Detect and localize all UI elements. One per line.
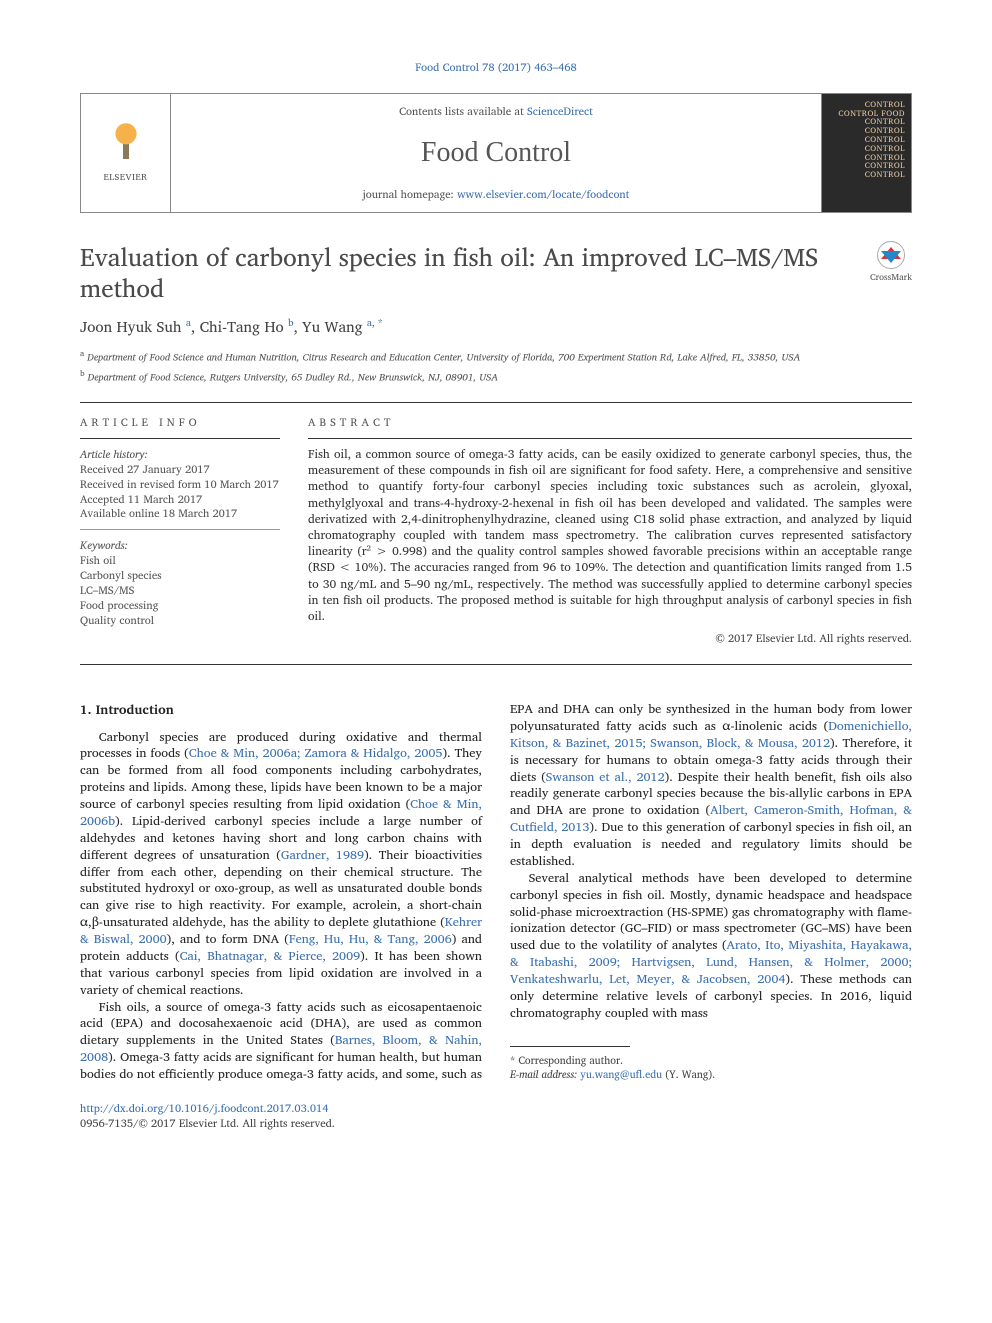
publisher-name: ELSEVIER: [103, 171, 147, 183]
sciencedirect-link[interactable]: ScienceDirect: [527, 102, 593, 120]
abstract-copyright: © 2017 Elsevier Ltd. All rights reserved…: [308, 631, 912, 646]
email-label: E-mail address:: [510, 1065, 577, 1083]
journal-cover-thumb: CONTROL CONTROL FOOD CONTROL CONTROL CON…: [821, 94, 911, 212]
abstract-text: Fish oil, a common source of omega-3 fat…: [308, 447, 912, 625]
homepage-prefix: journal homepage:: [363, 185, 457, 203]
issn-copyright: 0956-7135/© 2017 Elsevier Ltd. All right…: [80, 1116, 912, 1131]
footnote-divider: [510, 1046, 630, 1047]
abstract: ABSTRACT Fish oil, a common source of om…: [308, 415, 912, 646]
keyword: Quality control: [80, 613, 280, 628]
history-line: Available online 18 March 2017: [80, 506, 280, 521]
cover-text: CONTROL CONTROL FOOD CONTROL CONTROL CON…: [822, 94, 911, 185]
article-body: 1. Introduction Carbonyl species are pro…: [80, 701, 912, 1083]
crossmark-label: CrossMark: [870, 271, 912, 283]
article-info-heading: ARTICLE INFO: [80, 415, 280, 430]
divider: [80, 664, 912, 665]
contents-prefix: Contents lists available at: [399, 102, 527, 120]
affiliation: b Department of Food Science, Rutgers Un…: [80, 368, 912, 384]
divider: [80, 402, 912, 403]
running-head: Food Control 78 (2017) 463–468: [80, 60, 912, 75]
elsevier-tree-icon: [104, 123, 148, 167]
body-paragraph: Several analytical methods have been dev…: [510, 870, 912, 1022]
journal-name: Food Control: [421, 134, 571, 172]
affiliation: a Department of Food Science and Human N…: [80, 348, 912, 364]
crossmark-badge[interactable]: CrossMark: [870, 241, 912, 283]
body-paragraph: Carbonyl species are produced during oxi…: [80, 729, 482, 999]
crossmark-icon: [877, 241, 905, 269]
homepage-link[interactable]: www.elsevier.com/locate/foodcont: [457, 185, 629, 203]
author-list: Joon Hyuk Suh a, Chi-Tang Ho b, Yu Wang …: [80, 317, 912, 337]
abstract-heading: ABSTRACT: [308, 415, 912, 430]
journal-masthead: ELSEVIER Contents lists available at Sci…: [80, 93, 912, 213]
article-title: Evaluation of carbonyl species in fish o…: [80, 241, 854, 304]
corresponding-email[interactable]: yu.wang@ufl.edu: [580, 1065, 662, 1083]
email-paren: (Y. Wang).: [665, 1065, 715, 1083]
article-info: ARTICLE INFO Article history: Received 2…: [80, 415, 280, 646]
section-heading: 1. Introduction: [80, 701, 482, 719]
publisher-logo: ELSEVIER: [81, 94, 171, 212]
doi-block: http://dx.doi.org/10.1016/j.foodcont.201…: [80, 1101, 912, 1131]
contents-line: Contents lists available at ScienceDirec…: [399, 104, 593, 119]
footnotes: * Corresponding author. E-mail address: …: [510, 1053, 912, 1081]
journal-homepage: journal homepage: www.elsevier.com/locat…: [363, 187, 630, 202]
